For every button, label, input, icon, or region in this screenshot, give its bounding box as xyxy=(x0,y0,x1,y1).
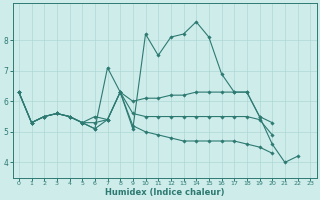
X-axis label: Humidex (Indice chaleur): Humidex (Indice chaleur) xyxy=(105,188,224,197)
